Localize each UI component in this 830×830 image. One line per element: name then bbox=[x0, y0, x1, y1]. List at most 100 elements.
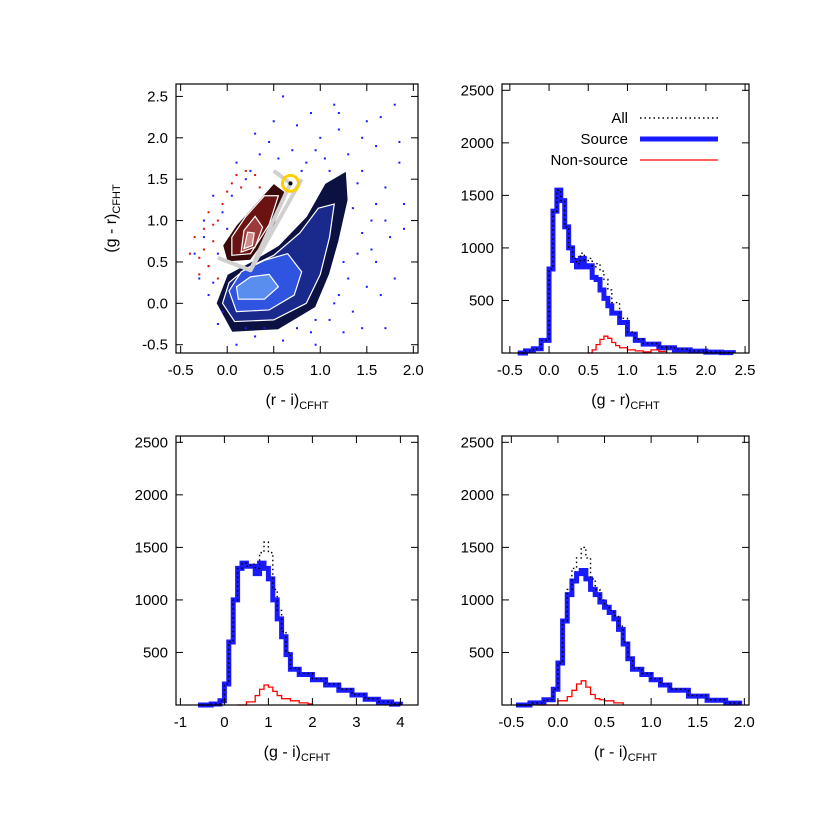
x-axis-label: (r - i)CFHT bbox=[594, 744, 657, 764]
source-point bbox=[216, 323, 219, 326]
source-point bbox=[337, 294, 340, 297]
source-point bbox=[305, 161, 308, 164]
source-point bbox=[379, 294, 382, 297]
panel1-x-tick-label: 2.5 bbox=[735, 362, 756, 379]
panel1-plot-frame bbox=[501, 83, 750, 354]
histogram-non-source-series bbox=[588, 335, 668, 354]
panel2-y-tick-label: 2000 bbox=[135, 487, 168, 504]
panel0-y-tick-label: 0.0 bbox=[147, 295, 168, 312]
source-point bbox=[314, 343, 317, 346]
panel3-y-tick-label: 2500 bbox=[461, 434, 494, 451]
panel2-x-tick-label: 3 bbox=[352, 714, 360, 731]
source-point bbox=[314, 149, 317, 152]
y-axis-label: (g - r)CFHT bbox=[103, 184, 123, 253]
source-point bbox=[370, 248, 373, 251]
source-point bbox=[384, 219, 387, 222]
source-point bbox=[361, 327, 364, 330]
source-point bbox=[375, 203, 378, 206]
x-axis-label: (g - i)CFHT bbox=[264, 744, 331, 764]
nonsource-point bbox=[240, 186, 243, 189]
source-point bbox=[393, 103, 396, 106]
source-point bbox=[403, 203, 406, 206]
source-point bbox=[328, 169, 331, 172]
panel1-y-tick-label: 1500 bbox=[461, 187, 494, 204]
panel2-x-tick-label: 0 bbox=[220, 714, 228, 731]
panel3-y-tick-label: 2000 bbox=[461, 487, 494, 504]
nonsource-point bbox=[188, 252, 191, 255]
panel1-y-tick-label: 1000 bbox=[461, 240, 494, 257]
panel0-x-tick-label: 0.5 bbox=[263, 362, 284, 379]
source-point bbox=[212, 281, 215, 284]
panel1-x-tick-label: 2.0 bbox=[695, 362, 716, 379]
nonsource-point bbox=[254, 174, 257, 177]
source-point bbox=[398, 161, 401, 164]
histogram-panel-ri: -0.5 0.0 0.5 1.0 1.5 2.0 500 1000 1500 2000 2500 (r… bbox=[461, 434, 755, 764]
nonsource-point bbox=[207, 265, 210, 268]
source-point bbox=[375, 260, 378, 263]
source-point bbox=[202, 219, 205, 222]
source-point bbox=[333, 302, 336, 305]
panel3-x-tick-label: 1.5 bbox=[687, 714, 708, 731]
panel3-x-tick-label: 0.5 bbox=[594, 714, 615, 731]
source-point bbox=[277, 157, 280, 160]
panel0-y-tick-label: 0.5 bbox=[147, 254, 168, 271]
source-point bbox=[268, 140, 271, 143]
nonsource-density-contour bbox=[243, 231, 255, 250]
source-point bbox=[365, 285, 368, 288]
legend-label-source: Source bbox=[580, 131, 628, 148]
selection-boundary-line bbox=[217, 169, 293, 273]
source-point bbox=[193, 252, 196, 255]
source-point bbox=[207, 294, 210, 297]
histogram-panel-gi: -1 0 1 2 3 4 500 1000 1500 2000 2500 (g - i)CFHT bbox=[135, 434, 419, 764]
source-point bbox=[202, 236, 205, 239]
source-point bbox=[300, 169, 303, 172]
panel3-x-tick-label: 0.0 bbox=[547, 714, 568, 731]
source-point bbox=[347, 277, 350, 280]
panel3-plot-frame bbox=[501, 435, 750, 706]
source-point bbox=[198, 277, 201, 280]
highlighted-target-marker bbox=[280, 173, 300, 193]
nonsource-point bbox=[212, 223, 215, 226]
source-point bbox=[235, 161, 238, 164]
source-point bbox=[314, 318, 317, 321]
source-point bbox=[351, 310, 354, 313]
source-point bbox=[272, 120, 275, 123]
panel3-x-tick-label: 2.0 bbox=[734, 714, 755, 731]
source-point bbox=[235, 343, 238, 346]
panel0-y-tick-label: 2.5 bbox=[147, 88, 168, 105]
panel0-y-tick-label: 1.5 bbox=[147, 171, 168, 188]
panel2-y-tick-label: 2500 bbox=[135, 434, 168, 451]
source-point bbox=[361, 169, 364, 172]
source-point bbox=[221, 211, 224, 214]
panel1-x-tick-label: 0.5 bbox=[578, 362, 599, 379]
nonsource-point bbox=[258, 186, 261, 189]
source-point bbox=[375, 145, 378, 148]
source-point bbox=[296, 124, 298, 127]
source-point bbox=[389, 236, 392, 239]
panel2-y-tick-label: 1000 bbox=[135, 592, 168, 609]
legend-label-all: All bbox=[611, 110, 628, 127]
source-point bbox=[282, 95, 285, 98]
panel0-x-tick-label: 1.5 bbox=[356, 362, 377, 379]
panel0-plot-frame bbox=[175, 83, 419, 354]
panel2-x-tick-label: -1 bbox=[174, 714, 187, 731]
nonsource-point bbox=[202, 227, 205, 230]
histogram-all-series bbox=[198, 541, 402, 706]
source-point bbox=[249, 169, 252, 172]
histogram-panel-gr: -0.5 0.0 0.5 1.0 1.5 2.0 2.5 500 1000 1500 2000 250… bbox=[461, 82, 756, 412]
nonsource-point bbox=[230, 182, 233, 185]
panel3-x-tick-label: 1.0 bbox=[641, 714, 662, 731]
panel2-plot-frame bbox=[175, 435, 419, 706]
source-point bbox=[309, 331, 312, 334]
source-point bbox=[361, 231, 364, 234]
panel1-x-tick-label: -0.5 bbox=[497, 362, 523, 379]
source-point bbox=[296, 327, 298, 330]
x-axis-label: (g - r)CFHT bbox=[591, 392, 660, 412]
source-point bbox=[356, 252, 359, 255]
panel0-y-tick-label: 2.0 bbox=[147, 130, 168, 147]
source-point bbox=[393, 277, 396, 280]
panel1-x-tick-label: 1.5 bbox=[656, 362, 677, 379]
source-point bbox=[384, 186, 387, 189]
panel1-y-tick-label: 2500 bbox=[461, 82, 494, 99]
nonsource-point bbox=[202, 248, 205, 251]
